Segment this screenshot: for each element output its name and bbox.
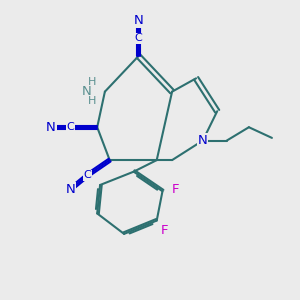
Text: H: H: [88, 96, 96, 106]
Text: N: N: [134, 14, 143, 27]
Text: C: C: [135, 33, 142, 43]
Text: C: C: [66, 122, 74, 132]
Text: N: N: [81, 85, 91, 98]
Text: F: F: [171, 183, 179, 196]
Text: N: N: [65, 183, 75, 196]
Text: H: H: [88, 77, 96, 87]
Text: N: N: [198, 134, 208, 147]
Text: N: N: [46, 121, 56, 134]
Text: C: C: [84, 170, 92, 180]
Text: F: F: [160, 224, 168, 237]
